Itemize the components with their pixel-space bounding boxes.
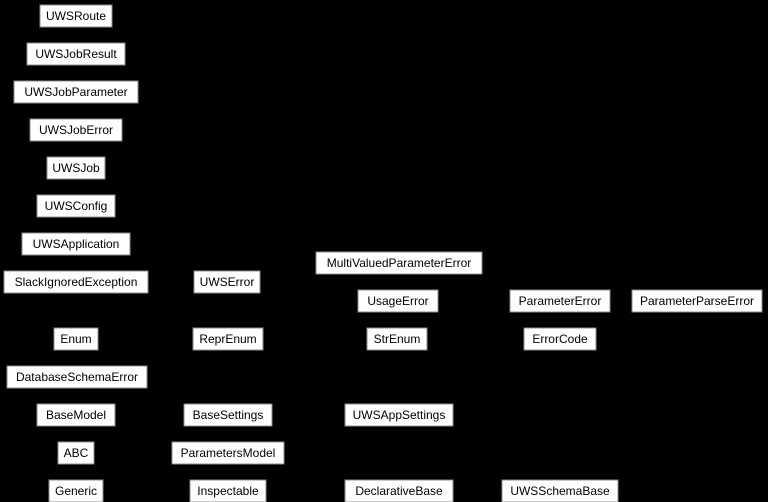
class-label: UWSApplication xyxy=(33,237,120,251)
class-node-declarativebase: DeclarativeBase xyxy=(345,480,453,502)
class-node-uwsappsettings: UWSAppSettings xyxy=(345,404,453,426)
class-node-basemodel: BaseModel xyxy=(37,404,115,426)
class-label: MultiValuedParameterError xyxy=(327,256,472,270)
class-label: UWSConfig xyxy=(45,199,108,213)
inheritance-edge xyxy=(260,286,358,297)
class-label: UWSAppSettings xyxy=(353,408,446,422)
class-label: ParametersModel xyxy=(181,446,276,460)
class-label: UWSJobError xyxy=(39,123,113,137)
class-node-uwsroute: UWSRoute xyxy=(40,5,112,27)
class-label: UsageError xyxy=(367,294,428,308)
class-label: DatabaseSchemaError xyxy=(16,370,138,384)
class-label: ReprEnum xyxy=(199,332,256,346)
class-label: ABC xyxy=(64,446,89,460)
class-label: Inspectable xyxy=(197,484,259,498)
class-node-uwsjobresult: UWSJobResult xyxy=(27,43,125,65)
class-node-databaseschemaerror: DatabaseSchemaError xyxy=(7,366,147,388)
class-label: UWSJobResult xyxy=(35,47,117,61)
class-node-abc: ABC xyxy=(58,442,94,464)
class-node-strenum: StrEnum xyxy=(367,328,427,350)
class-label: ParameterError xyxy=(519,294,602,308)
class-node-parametererror: ParameterError xyxy=(510,290,610,312)
class-node-usageerror: UsageError xyxy=(358,290,438,312)
inheritance-edge xyxy=(103,464,184,484)
class-node-uwsconfig: UWSConfig xyxy=(37,195,115,217)
class-node-slackignoredexception: SlackIgnoredException xyxy=(4,271,148,293)
class-node-enum: Enum xyxy=(54,328,98,350)
class-label: BaseSettings xyxy=(193,408,264,422)
class-label: Generic xyxy=(55,484,97,498)
class-node-uwsjobparameter: UWSJobParameter xyxy=(14,81,138,103)
class-node-errorcode: ErrorCode xyxy=(524,328,596,350)
class-label: StrEnum xyxy=(374,332,421,346)
class-label: ErrorCode xyxy=(532,332,588,346)
class-label: UWSRoute xyxy=(46,9,106,23)
class-label: UWSJob xyxy=(52,161,100,175)
class-node-parametersmodel: ParametersModel xyxy=(172,442,284,464)
class-node-multivaluedparametererror: MultiValuedParameterError xyxy=(316,252,482,274)
class-node-parameterparseerror: ParameterParseError xyxy=(632,290,762,312)
class-node-uwserror: UWSError xyxy=(194,271,260,293)
class-label: UWSSchemaBase xyxy=(510,484,610,498)
class-label: SlackIgnoredException xyxy=(15,275,138,289)
class-node-uwsschemabase: UWSSchemaBase xyxy=(502,480,618,502)
class-label: DeclarativeBase xyxy=(355,484,443,498)
class-label: UWSJobParameter xyxy=(24,85,127,99)
class-node-uwsjob: UWSJob xyxy=(47,157,105,179)
class-label: BaseModel xyxy=(46,408,106,422)
class-node-inspectable: Inspectable xyxy=(190,480,266,502)
class-node-reprenum: ReprEnum xyxy=(193,328,263,350)
inheritance-edge xyxy=(94,293,209,366)
class-diagram: UWSRoute UWSJobResult UWSJobParameter UWSJo… xyxy=(0,0,768,502)
class-label: UWSError xyxy=(200,275,255,289)
class-label: Enum xyxy=(60,332,91,346)
class-node-basesettings: BaseSettings xyxy=(184,404,272,426)
inheritance-edge xyxy=(260,272,316,278)
class-node-uwsjoberror: UWSJobError xyxy=(30,119,122,141)
class-label: ParameterParseError xyxy=(640,294,754,308)
class-node-uwsapplication: UWSApplication xyxy=(22,233,130,255)
class-node-generic: Generic xyxy=(49,480,103,502)
inheritance-edge xyxy=(115,425,184,442)
